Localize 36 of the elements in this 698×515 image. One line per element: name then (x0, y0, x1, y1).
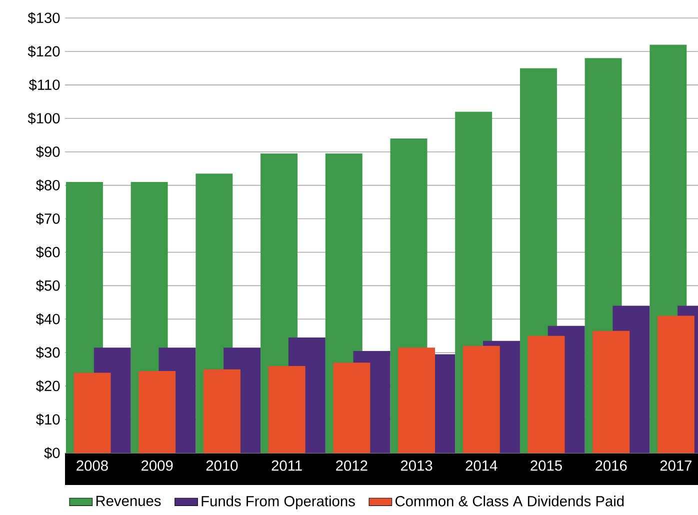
bar (138, 371, 176, 453)
y-tick-label: $110 (28, 78, 60, 91)
x-tick-label: 2010 (206, 460, 238, 471)
x-tick-label: 2014 (466, 460, 498, 471)
x-tick-label: 2015 (530, 460, 562, 471)
y-tick-label: $0 (44, 447, 60, 459)
legend-label: Funds From Operations (202, 496, 355, 510)
x-tick-label: 2012 (336, 460, 368, 471)
x-tick-label: 2011 (272, 460, 302, 471)
bar (74, 372, 111, 453)
y-tick-label: $80 (36, 179, 60, 192)
bar (462, 346, 500, 453)
y-tick-label: $30 (36, 346, 60, 359)
bar (528, 336, 565, 453)
x-tick-label: 2009 (142, 460, 173, 471)
x-tick-label: 2008 (76, 460, 108, 471)
bar (268, 366, 306, 453)
y-tick-label: $50 (36, 280, 60, 292)
y-tick-label: $40 (36, 313, 60, 326)
y-tick-label: $60 (36, 246, 60, 258)
legend-label: Revenues (96, 496, 161, 506)
y-tick-label: $90 (36, 146, 60, 158)
x-tick-label: 2016 (596, 460, 627, 471)
x-tick-label: 2013 (400, 460, 432, 471)
bar (203, 369, 240, 453)
bar (333, 362, 370, 453)
bar (398, 348, 436, 453)
y-tick-label: $120 (28, 46, 60, 58)
y-tick-label: $130 (28, 12, 60, 24)
x-tick-label: 2017 (660, 460, 692, 471)
y-tick-label: $100 (28, 112, 60, 124)
bar (592, 330, 630, 453)
y-tick-label: $20 (36, 380, 60, 392)
y-tick-label: $70 (36, 212, 60, 225)
legend-label: Common & Class A Dividends Paid (395, 496, 624, 506)
y-tick-label: $10 (36, 414, 60, 426)
